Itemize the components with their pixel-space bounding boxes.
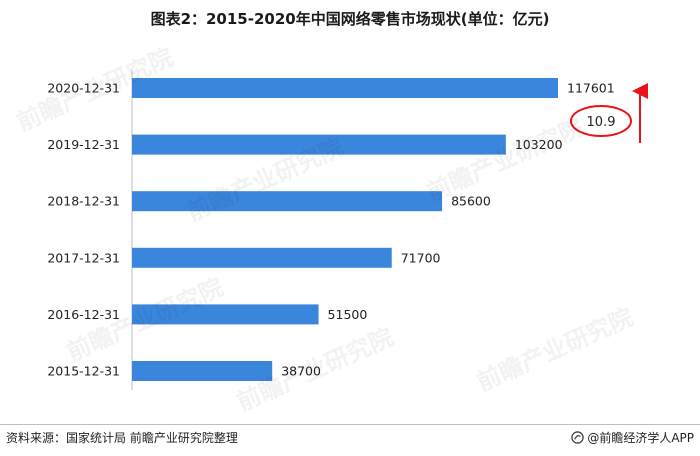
category-label: 2017-12-31 — [47, 250, 120, 265]
bar-2019-12-31 — [132, 134, 506, 155]
footer-divider — [0, 424, 700, 425]
source-note: 资料来源：国家统计局 前瞻产业研究院整理 — [6, 431, 238, 445]
bar-2017-12-31 — [132, 247, 392, 268]
bar-2015-12-31 — [132, 361, 273, 381]
chart-title: 图表2：2015-2020年中国网络零售市场现状(单位：亿元) — [150, 10, 550, 28]
bar-2018-12-31 — [132, 191, 443, 212]
value-label: 117601 — [567, 81, 615, 96]
bar-2020-12-31 — [132, 78, 558, 98]
category-label: 2015-12-31 — [47, 364, 120, 379]
category-label: 2020-12-31 — [47, 81, 120, 96]
bar-chart: 2020-12-31 117601 2019-12-31 103200 2018-12-… — [47, 70, 648, 390]
qianzhan-logo-icon — [571, 431, 585, 444]
value-label: 103200 — [515, 137, 563, 152]
growth-annotation: 10.9 — [570, 83, 648, 143]
value-label: 85600 — [451, 194, 491, 209]
brand-credit: @前瞻经济学人APP — [571, 429, 694, 446]
value-label: 71700 — [401, 250, 441, 265]
category-label: 2018-12-31 — [47, 194, 120, 209]
value-label: 51500 — [328, 307, 368, 322]
category-label: 2019-12-31 — [47, 137, 120, 152]
growth-circle — [570, 105, 632, 137]
category-label: 2016-12-31 — [47, 307, 120, 322]
bar-2016-12-31 — [132, 304, 319, 325]
growth-label: 10.9 — [587, 115, 616, 130]
brand-text: @前瞻经济学人APP — [587, 431, 694, 445]
value-label: 38700 — [281, 364, 321, 379]
